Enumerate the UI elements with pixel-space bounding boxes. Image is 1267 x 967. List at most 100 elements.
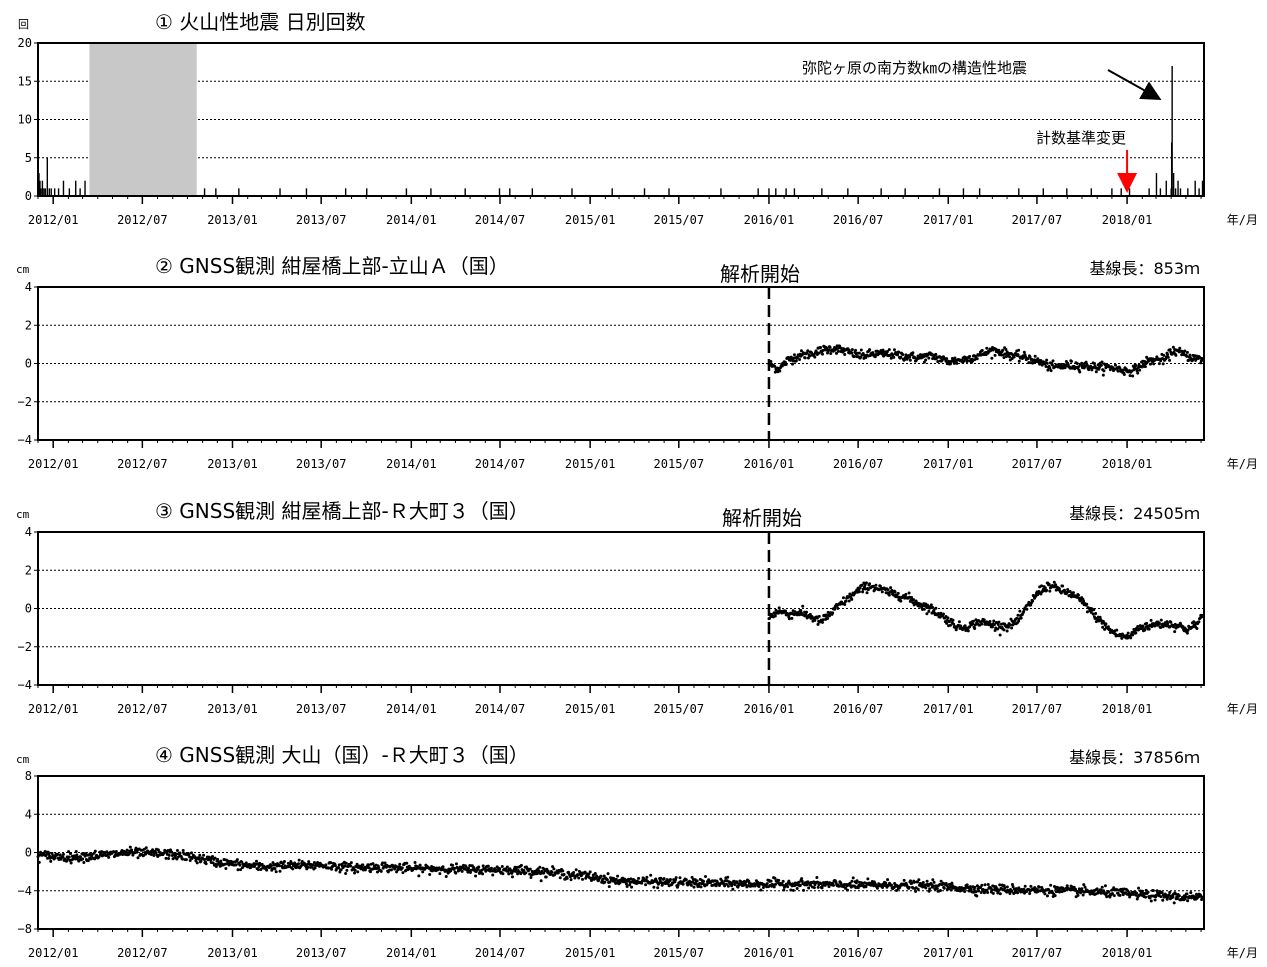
data-point xyxy=(574,868,578,872)
data-point xyxy=(1150,625,1154,629)
panel-title-gnss-2: ③ GNSS観測 紺屋橋上部-Ｒ大町３（国） xyxy=(155,499,529,523)
data-point xyxy=(277,864,281,868)
data-point xyxy=(1192,357,1196,361)
data-point xyxy=(1149,618,1153,622)
data-point xyxy=(813,618,817,622)
data-point xyxy=(781,883,785,887)
data-point xyxy=(994,885,998,889)
x-tick-label: 2014/01 xyxy=(386,457,437,471)
data-point xyxy=(998,883,1002,887)
data-point xyxy=(928,887,932,891)
data-point xyxy=(1137,886,1141,890)
data-point xyxy=(1141,624,1145,628)
data-point xyxy=(176,855,180,859)
data-point xyxy=(477,865,481,869)
y-tick-label: 0 xyxy=(25,602,32,616)
data-point xyxy=(1019,616,1023,620)
data-point xyxy=(1195,627,1199,631)
data-point xyxy=(481,872,485,876)
plot-frame xyxy=(37,286,1205,441)
data-point xyxy=(782,888,786,892)
data-point xyxy=(306,865,310,869)
data-point xyxy=(834,351,838,355)
data-point xyxy=(1147,627,1151,631)
data-point xyxy=(1088,892,1092,896)
data-point xyxy=(969,887,973,891)
data-point xyxy=(936,359,940,363)
data-point xyxy=(993,628,997,632)
data-point xyxy=(827,348,831,352)
data-point xyxy=(1005,885,1009,889)
data-point xyxy=(1085,602,1089,606)
x-tick-label: 2017/07 xyxy=(1012,213,1063,227)
data-point xyxy=(405,861,409,865)
data-point xyxy=(786,885,790,889)
data-point xyxy=(1106,625,1110,629)
data-point xyxy=(887,593,891,597)
data-point xyxy=(93,857,97,861)
data-point xyxy=(731,887,735,891)
data-point xyxy=(645,875,649,879)
data-point xyxy=(938,889,942,893)
data-point xyxy=(1045,361,1049,365)
data-point xyxy=(852,355,856,359)
data-point xyxy=(957,620,961,624)
data-point xyxy=(950,881,954,885)
data-point xyxy=(985,888,989,892)
data-point xyxy=(983,883,987,887)
data-point xyxy=(975,357,979,361)
data-point xyxy=(992,619,996,623)
data-point xyxy=(509,868,513,872)
x-tick-label: 2013/01 xyxy=(207,946,258,960)
data-point xyxy=(481,864,485,868)
data-point xyxy=(772,885,776,889)
data-point xyxy=(1140,889,1144,893)
data-point xyxy=(1171,895,1175,899)
data-point xyxy=(1050,363,1054,367)
data-point xyxy=(795,887,799,891)
data-point xyxy=(1049,883,1053,887)
data-point xyxy=(234,863,238,867)
x-tick-label: 2018/01 xyxy=(1102,702,1153,716)
data-point xyxy=(744,883,748,887)
data-point xyxy=(769,879,773,883)
data-point xyxy=(454,871,458,875)
data-point xyxy=(932,880,936,884)
data-point xyxy=(1127,890,1131,894)
x-tick-label: 2013/01 xyxy=(207,702,258,716)
data-point xyxy=(189,851,193,855)
data-point xyxy=(605,878,609,882)
data-point xyxy=(202,857,206,861)
data-point xyxy=(1004,347,1008,351)
data-point xyxy=(375,870,379,874)
y-unit-cm-3: cm xyxy=(16,753,30,766)
y-unit-cm-1: cm xyxy=(16,263,30,276)
data-point xyxy=(58,853,62,857)
data-point xyxy=(871,584,875,588)
data-point xyxy=(344,871,348,875)
y-tick-label: 10 xyxy=(18,113,32,127)
data-point xyxy=(990,888,994,892)
data-point xyxy=(516,872,520,876)
data-point xyxy=(820,620,824,624)
data-point xyxy=(316,861,320,865)
data-point xyxy=(353,868,357,872)
y-tick-label: −4 xyxy=(18,433,32,447)
data-point xyxy=(529,875,533,879)
data-point xyxy=(614,877,618,881)
data-point xyxy=(231,860,235,864)
x-tick-label: 2017/07 xyxy=(1012,946,1063,960)
data-point xyxy=(1052,884,1056,888)
data-point xyxy=(833,607,837,611)
data-point xyxy=(1115,888,1119,892)
data-point xyxy=(134,846,138,850)
data-point xyxy=(828,345,832,349)
y-tick-label: 2 xyxy=(25,563,32,577)
data-point xyxy=(817,614,821,618)
data-point xyxy=(510,875,514,879)
data-point xyxy=(1159,625,1163,629)
data-point xyxy=(1144,895,1148,899)
data-point xyxy=(831,611,835,615)
data-point xyxy=(149,853,153,857)
data-point xyxy=(297,858,301,862)
